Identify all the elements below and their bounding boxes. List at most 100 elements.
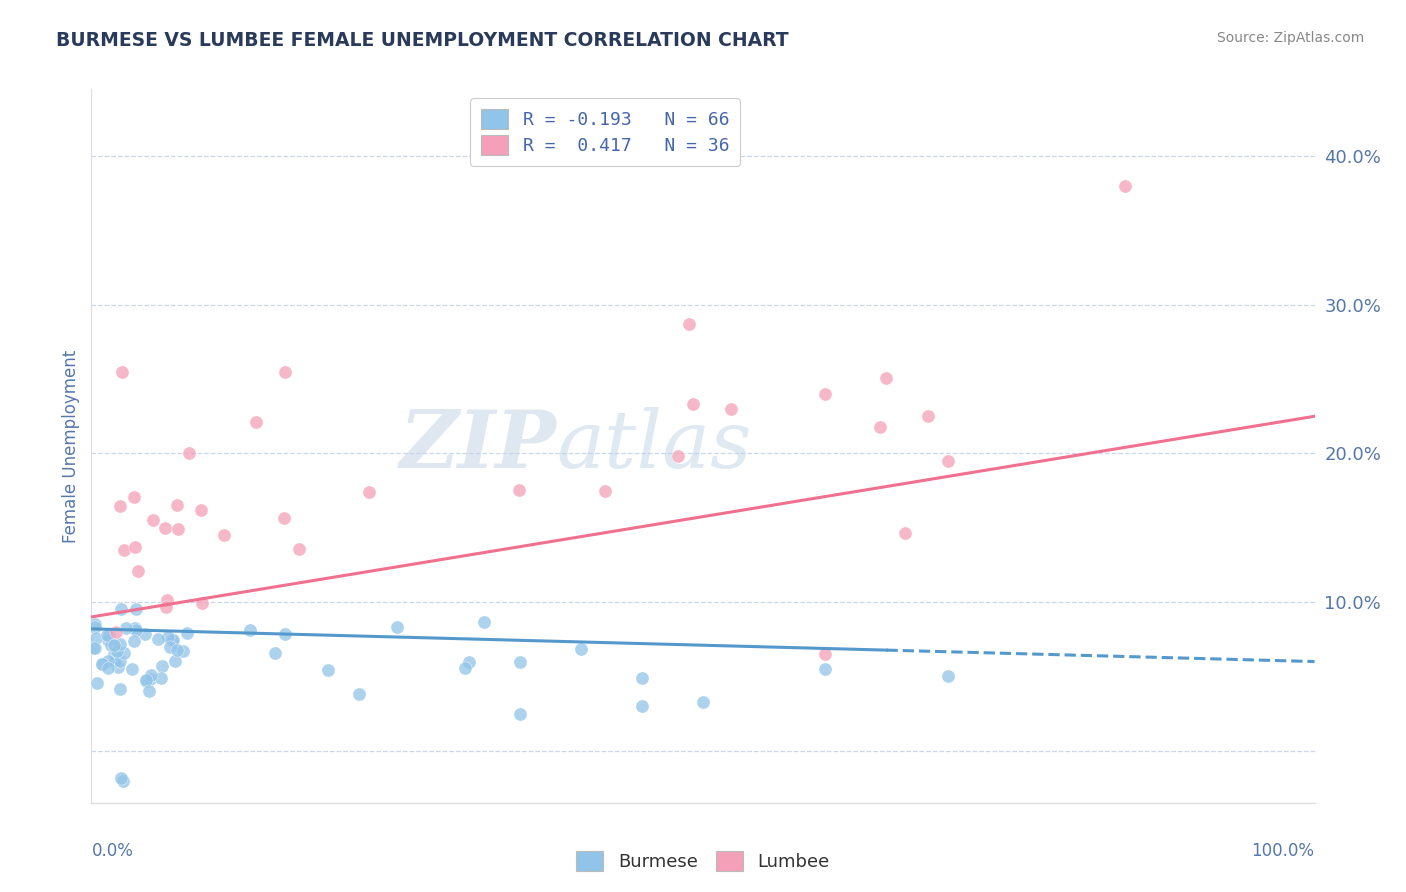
Text: Source: ZipAtlas.com: Source: ZipAtlas.com <box>1216 31 1364 45</box>
Point <box>162 633 184 648</box>
Text: ZIP: ZIP <box>399 408 557 484</box>
Point <box>83 641 105 656</box>
Point <box>110 654 132 668</box>
Point <box>875 371 898 385</box>
Point <box>814 647 837 661</box>
Point <box>155 600 177 615</box>
Point <box>159 640 181 654</box>
Point <box>318 663 340 677</box>
Point <box>141 513 163 527</box>
Point <box>274 627 297 641</box>
Point <box>97 654 120 668</box>
Point <box>190 596 212 610</box>
Point <box>274 365 297 379</box>
Point <box>103 647 125 661</box>
Point <box>90 657 112 671</box>
Point <box>90 657 112 672</box>
Text: BURMESE VS LUMBEE FEMALE UNEMPLOYMENT CORRELATION CHART: BURMESE VS LUMBEE FEMALE UNEMPLOYMENT CO… <box>56 31 789 50</box>
Point <box>814 387 837 401</box>
Point <box>150 671 173 685</box>
Point <box>121 663 143 677</box>
Point <box>869 420 891 434</box>
Point <box>112 646 135 660</box>
Point <box>569 642 592 657</box>
Point <box>156 630 179 644</box>
Point <box>212 527 235 541</box>
Point <box>148 632 170 646</box>
Point <box>114 542 136 557</box>
Point <box>593 483 616 498</box>
Point <box>86 676 108 690</box>
Point <box>107 660 129 674</box>
Point <box>692 695 714 709</box>
Point <box>108 682 131 697</box>
Point <box>97 628 120 642</box>
Point <box>631 699 654 714</box>
Point <box>357 484 380 499</box>
Text: atlas: atlas <box>557 408 752 484</box>
Text: 100.0%: 100.0% <box>1251 842 1315 860</box>
Point <box>135 674 157 689</box>
Point <box>96 627 118 641</box>
Point <box>97 632 120 647</box>
Point <box>245 415 267 429</box>
Point <box>917 409 939 423</box>
Point <box>936 454 959 468</box>
Legend: R = -0.193   N = 66, R =  0.417   N = 36: R = -0.193 N = 66, R = 0.417 N = 36 <box>470 98 740 166</box>
Point <box>172 644 194 658</box>
Point <box>110 771 132 785</box>
Point <box>125 623 148 637</box>
Point <box>682 397 704 411</box>
Point <box>508 483 530 497</box>
Point <box>139 668 162 682</box>
Point <box>108 637 131 651</box>
Point <box>176 626 198 640</box>
Point <box>1114 178 1136 193</box>
Point <box>160 633 183 648</box>
Point <box>127 564 149 578</box>
Point <box>263 646 285 660</box>
Point <box>105 624 128 639</box>
Point <box>100 638 122 652</box>
Point <box>678 317 700 331</box>
Point <box>124 621 146 635</box>
Point <box>166 643 188 657</box>
Point <box>509 706 531 721</box>
Point <box>509 656 531 670</box>
Point <box>179 446 201 460</box>
Point <box>239 624 262 638</box>
Point <box>666 449 689 463</box>
Point <box>156 593 179 607</box>
Point <box>84 631 107 645</box>
Point <box>166 499 188 513</box>
Point <box>111 365 134 379</box>
Y-axis label: Female Unemployment: Female Unemployment <box>62 350 80 542</box>
Point <box>163 654 186 668</box>
Point <box>83 620 105 634</box>
Point <box>103 638 125 652</box>
Point <box>122 490 145 504</box>
Point <box>112 773 135 788</box>
Point <box>385 620 408 634</box>
Point <box>103 654 125 668</box>
Point <box>83 640 105 655</box>
Point <box>150 658 173 673</box>
Point <box>894 526 917 541</box>
Legend: Burmese, Lumbee: Burmese, Lumbee <box>569 844 837 879</box>
Point <box>134 626 156 640</box>
Point <box>114 621 136 635</box>
Point <box>720 401 742 416</box>
Point <box>153 521 176 535</box>
Point <box>138 683 160 698</box>
Point <box>814 662 837 676</box>
Point <box>124 541 146 555</box>
Point <box>273 511 295 525</box>
Point <box>83 617 105 632</box>
Point <box>135 673 157 688</box>
Point <box>458 655 481 669</box>
Point <box>139 672 162 686</box>
Point <box>631 671 654 685</box>
Point <box>347 687 370 701</box>
Point <box>108 499 131 513</box>
Point <box>190 503 212 517</box>
